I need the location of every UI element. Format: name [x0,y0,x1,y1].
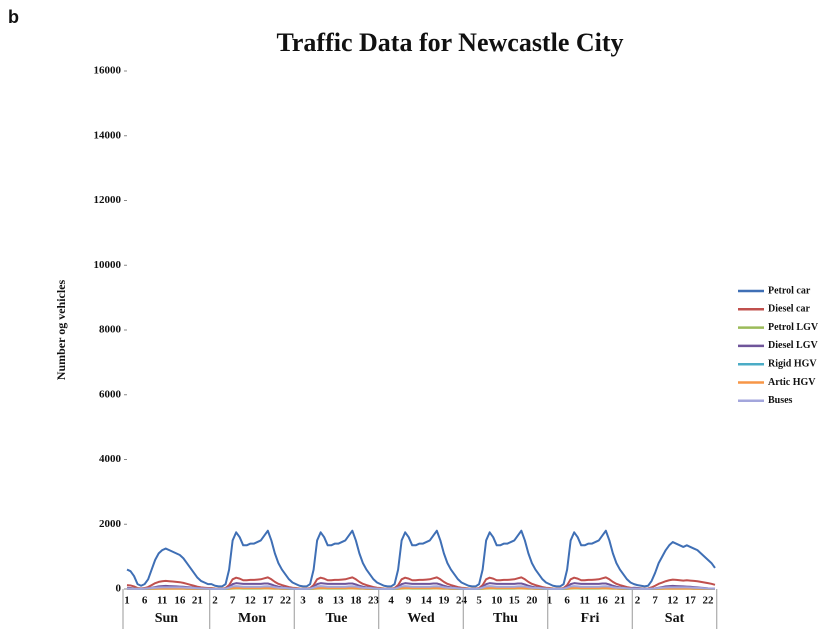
x-tick-label: 21 [614,595,625,607]
x-tick-label: 24 [456,595,468,607]
series-line [126,529,716,588]
chart-title: Traffic Data for Newcastle City [276,28,623,57]
x-tick-label: 17 [262,595,274,607]
x-tick-label: 4 [388,595,394,607]
x-tick-label: 10 [491,595,503,607]
x-tick-label: 23 [368,595,380,607]
x-tick-label: 15 [509,595,521,607]
x-tick-label: 1 [124,595,130,607]
x-tick-label: 2 [635,595,641,607]
y-tick-label: 0 [116,583,122,595]
x-tick-label: 13 [333,595,345,607]
x-tick-label: 16 [597,595,609,607]
day-label: Fri [581,611,600,626]
legend-label: Diesel LGV [768,340,818,351]
legend-label: Petrol car [768,285,811,296]
x-tick-label: 22 [280,595,292,607]
x-tick-label: 7 [230,595,236,607]
panel-label: b [8,7,19,27]
legend-label: Buses [768,395,793,406]
x-tick-label: 1 [547,595,553,607]
x-tick-label: 2 [212,595,218,607]
x-tick-label: 7 [652,595,658,607]
legend-label: Rigid HGV [768,358,817,369]
x-tick-label: 19 [438,595,450,607]
y-tick-label: 16000 [94,65,122,77]
y-tick-label: 6000 [99,388,122,400]
y-tick-label: 12000 [94,194,122,206]
x-tick-label: 11 [580,595,590,607]
y-tick-label: 10000 [94,259,122,271]
day-label: Wed [407,611,434,626]
y-tick-label: 14000 [94,129,122,141]
x-tick-label: 6 [142,595,148,607]
x-tick-label: 3 [300,595,306,607]
x-tick-label: 16 [174,595,186,607]
x-tick-label: 12 [667,595,679,607]
day-label: Thu [493,611,518,626]
x-tick-label: 17 [685,595,697,607]
x-tick-label: 14 [421,595,433,607]
series-line [126,585,716,590]
y-tick-label: 2000 [99,518,122,530]
x-tick-label: 9 [406,595,412,607]
x-tick-label: 6 [564,595,570,607]
x-tick-label: 21 [192,595,203,607]
x-tick-label: 11 [157,595,167,607]
y-tick-label: 8000 [99,324,122,336]
y-axis-label: Number og vehicles [54,279,68,380]
x-tick-label: 8 [318,595,324,607]
day-label: Mon [238,611,266,626]
x-tick-label: 12 [245,595,257,607]
legend-label: Artic HGV [768,377,816,388]
day-label: Tue [325,611,347,626]
legend-label: Petrol LGV [768,322,819,333]
day-label: Sun [155,611,179,626]
day-label: Sat [665,611,685,626]
x-tick-label: 18 [350,595,362,607]
x-tick-label: 5 [476,595,482,607]
y-tick-label: 4000 [99,453,122,465]
x-tick-label: 22 [702,595,714,607]
x-tick-label: 20 [526,595,538,607]
legend-label: Diesel car [768,304,810,315]
